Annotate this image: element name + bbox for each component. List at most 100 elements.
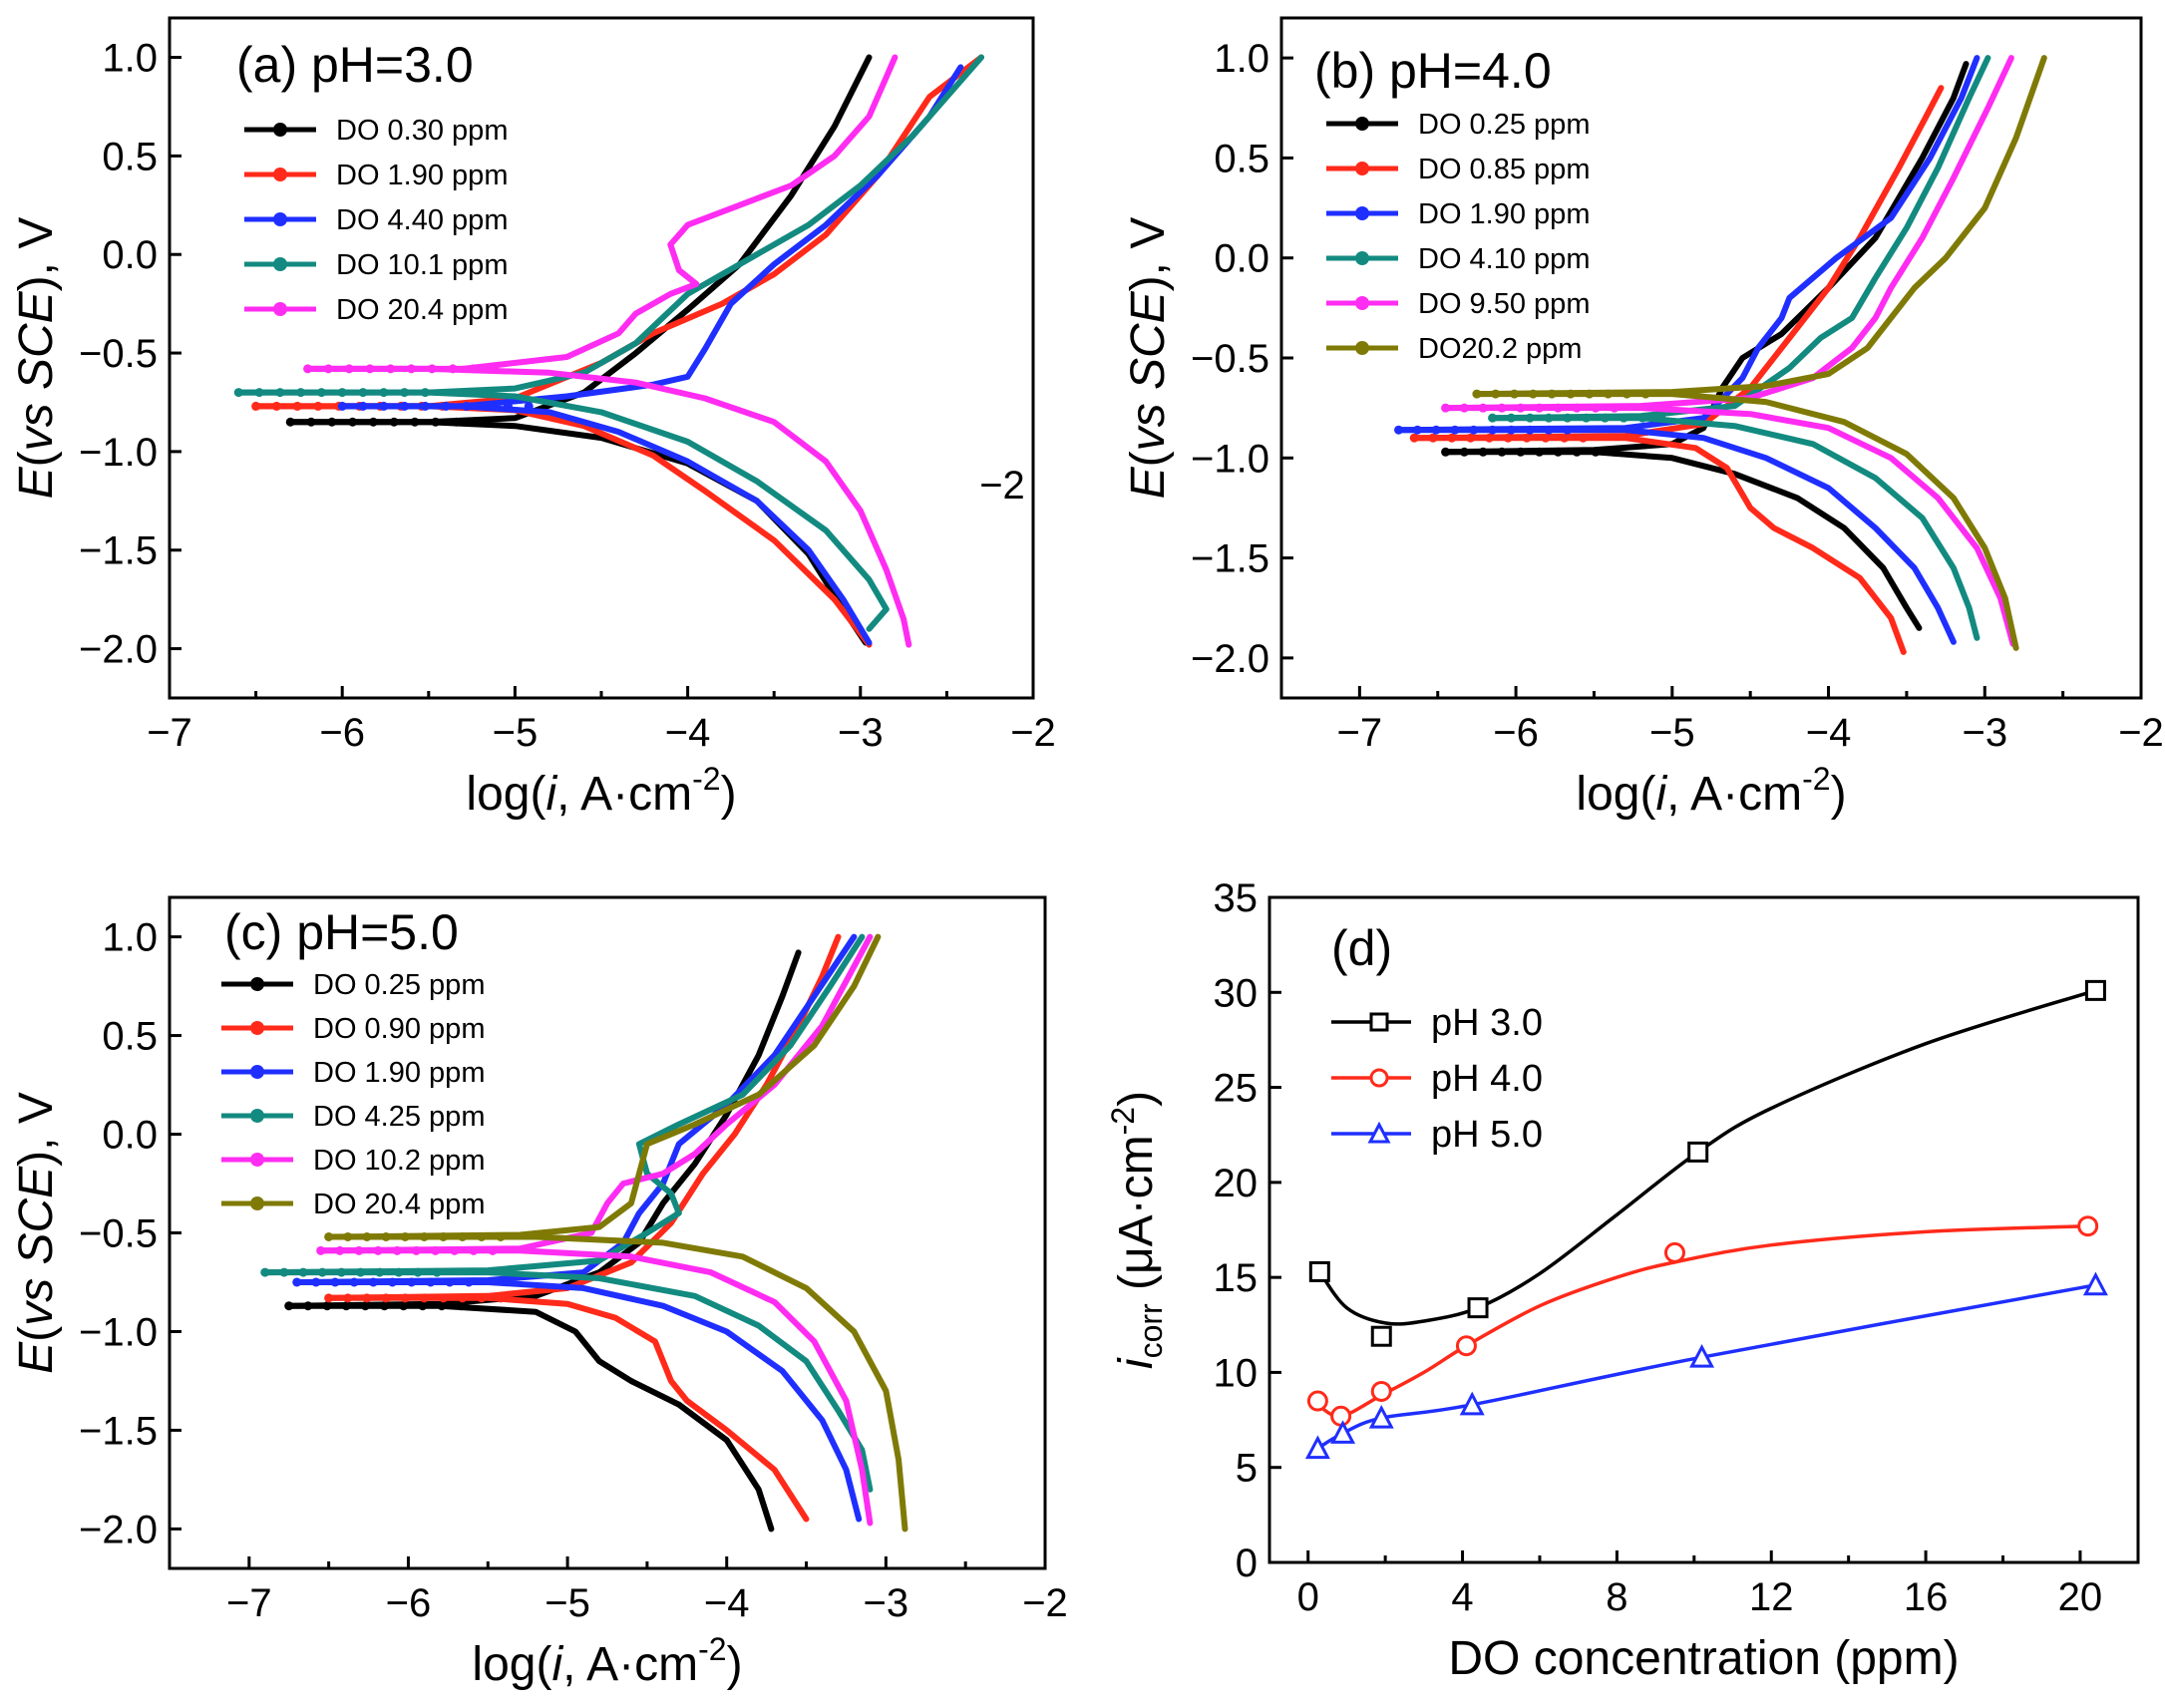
data-marker — [344, 364, 354, 374]
y-axis-label: icorr (μA·cm-2) — [1105, 1091, 1169, 1369]
legend-label: pH 3.0 — [1431, 1002, 1543, 1044]
data-marker — [275, 388, 285, 398]
series-2 — [1306, 1215, 2099, 1427]
x-tick-label: −7 — [226, 1581, 272, 1625]
data-marker — [1604, 389, 1614, 399]
data-marker — [400, 1293, 410, 1303]
data-point — [1308, 1260, 1330, 1282]
legend-marker — [1355, 206, 1369, 220]
data-marker — [379, 401, 389, 411]
x-tick-label: −2 — [1010, 711, 1056, 755]
legend-label: DO 0.90 ppm — [313, 1013, 485, 1045]
legend-label: DO 1.90 ppm — [313, 1057, 485, 1089]
cathodic-branch — [304, 365, 912, 648]
data-marker — [1441, 403, 1451, 413]
data-marker — [456, 1301, 466, 1311]
data-marker — [337, 388, 347, 398]
legend-label: DO 20.4 ppm — [336, 294, 508, 326]
data-marker — [1610, 403, 1620, 413]
data-marker — [427, 364, 437, 374]
data-point — [1689, 1343, 1715, 1368]
data-marker — [452, 417, 462, 427]
data-marker — [337, 401, 347, 411]
legend-item: DO 1.90 ppm — [1326, 198, 1590, 230]
data-marker — [292, 401, 302, 411]
y-tick-label: 30 — [1214, 971, 1259, 1015]
data-marker — [420, 401, 430, 411]
series-6 — [324, 933, 908, 1533]
data-marker — [490, 364, 500, 374]
legend-marker — [1355, 296, 1369, 310]
legend-item: DO 20.4 ppm — [244, 294, 508, 326]
legend-marker — [250, 1065, 264, 1079]
data-point — [1330, 1405, 1352, 1427]
data-point — [2077, 1215, 2099, 1237]
x-tick-label: 4 — [1451, 1575, 1473, 1619]
legend-item: DO 1.90 ppm — [244, 160, 508, 191]
data-marker — [432, 1267, 442, 1277]
x-tick-label: 0 — [1297, 1575, 1319, 1619]
data-marker — [1582, 413, 1592, 423]
data-point — [2084, 979, 2106, 1001]
y-tick-label: 0.0 — [102, 233, 158, 277]
data-marker — [496, 1293, 506, 1303]
data-marker — [420, 388, 430, 398]
legend-item: DO 10.2 ppm — [221, 1145, 485, 1177]
data-marker — [1450, 425, 1460, 435]
legend-label: DO 0.25 ppm — [1418, 109, 1590, 141]
data-marker — [1412, 425, 1422, 435]
legend-marker — [250, 1109, 264, 1123]
data-marker — [400, 1231, 410, 1241]
panel-d: 0 4 8 12 16 20 35 30 25 20 15 10 5 0 DO concentration … — [1105, 876, 2140, 1685]
plot-frame — [1267, 895, 2140, 1564]
data-marker — [1525, 413, 1535, 423]
data-marker — [1447, 433, 1457, 443]
data-marker — [1394, 425, 1404, 435]
data-marker — [285, 417, 295, 427]
x-tick-label: −6 — [386, 1581, 432, 1625]
legend: pH 3.0 pH 4.0 pH 5.0 — [1331, 1002, 1543, 1156]
data-marker — [439, 1231, 449, 1241]
data-marker — [1553, 403, 1563, 413]
data-marker — [503, 401, 513, 411]
legend-item: DO 4.10 ppm — [1326, 243, 1590, 275]
legend-label: DO 0.25 ppm — [313, 969, 485, 1001]
series-3 — [337, 64, 964, 646]
data-marker — [260, 1267, 270, 1277]
data-point — [1330, 1420, 1356, 1444]
series-6 — [1472, 55, 2047, 651]
x-axis-label: log(i, A·cm-2) — [472, 1631, 742, 1691]
legend-item: DO 9.50 ppm — [1326, 288, 1590, 320]
data-marker — [1472, 389, 1482, 399]
data-marker — [431, 417, 441, 427]
series-3 — [1304, 1271, 2108, 1460]
data-marker — [483, 401, 493, 411]
panel-title: (b) pH=4.0 — [1314, 43, 1552, 99]
cathodic-branch — [317, 1247, 874, 1527]
y-tick-label: 10 — [1214, 1351, 1259, 1395]
x-axis-label: log(i, A·cm-2) — [466, 761, 736, 821]
legend-label: DO 1.90 ppm — [1418, 198, 1590, 230]
legend-item: DO 0.85 ppm — [1326, 154, 1590, 185]
anodic-branch — [304, 54, 899, 372]
y-tick-label: −1.0 — [1191, 437, 1269, 481]
panel-title: (c) pH=5.0 — [224, 904, 459, 960]
y-tick-label: −1.0 — [79, 1310, 158, 1354]
legend-marker — [273, 257, 287, 271]
data-marker — [1488, 413, 1498, 423]
data-marker — [1409, 433, 1419, 443]
y-tick-label: 35 — [1214, 876, 1259, 920]
data-point — [1459, 1391, 1485, 1416]
data-marker — [1484, 433, 1494, 443]
y-tick-label: 0.5 — [102, 135, 158, 178]
data-marker — [233, 388, 243, 398]
data-marker — [335, 1245, 345, 1255]
data-marker — [464, 1277, 474, 1287]
data-point — [1467, 1297, 1489, 1319]
data-marker — [472, 417, 482, 427]
legend-marker — [1355, 162, 1369, 175]
data-marker — [1547, 389, 1557, 399]
anodic-branch — [1411, 85, 1945, 442]
legend-label: DO 9.50 ppm — [1418, 288, 1590, 320]
plot-frame — [168, 895, 1047, 1570]
